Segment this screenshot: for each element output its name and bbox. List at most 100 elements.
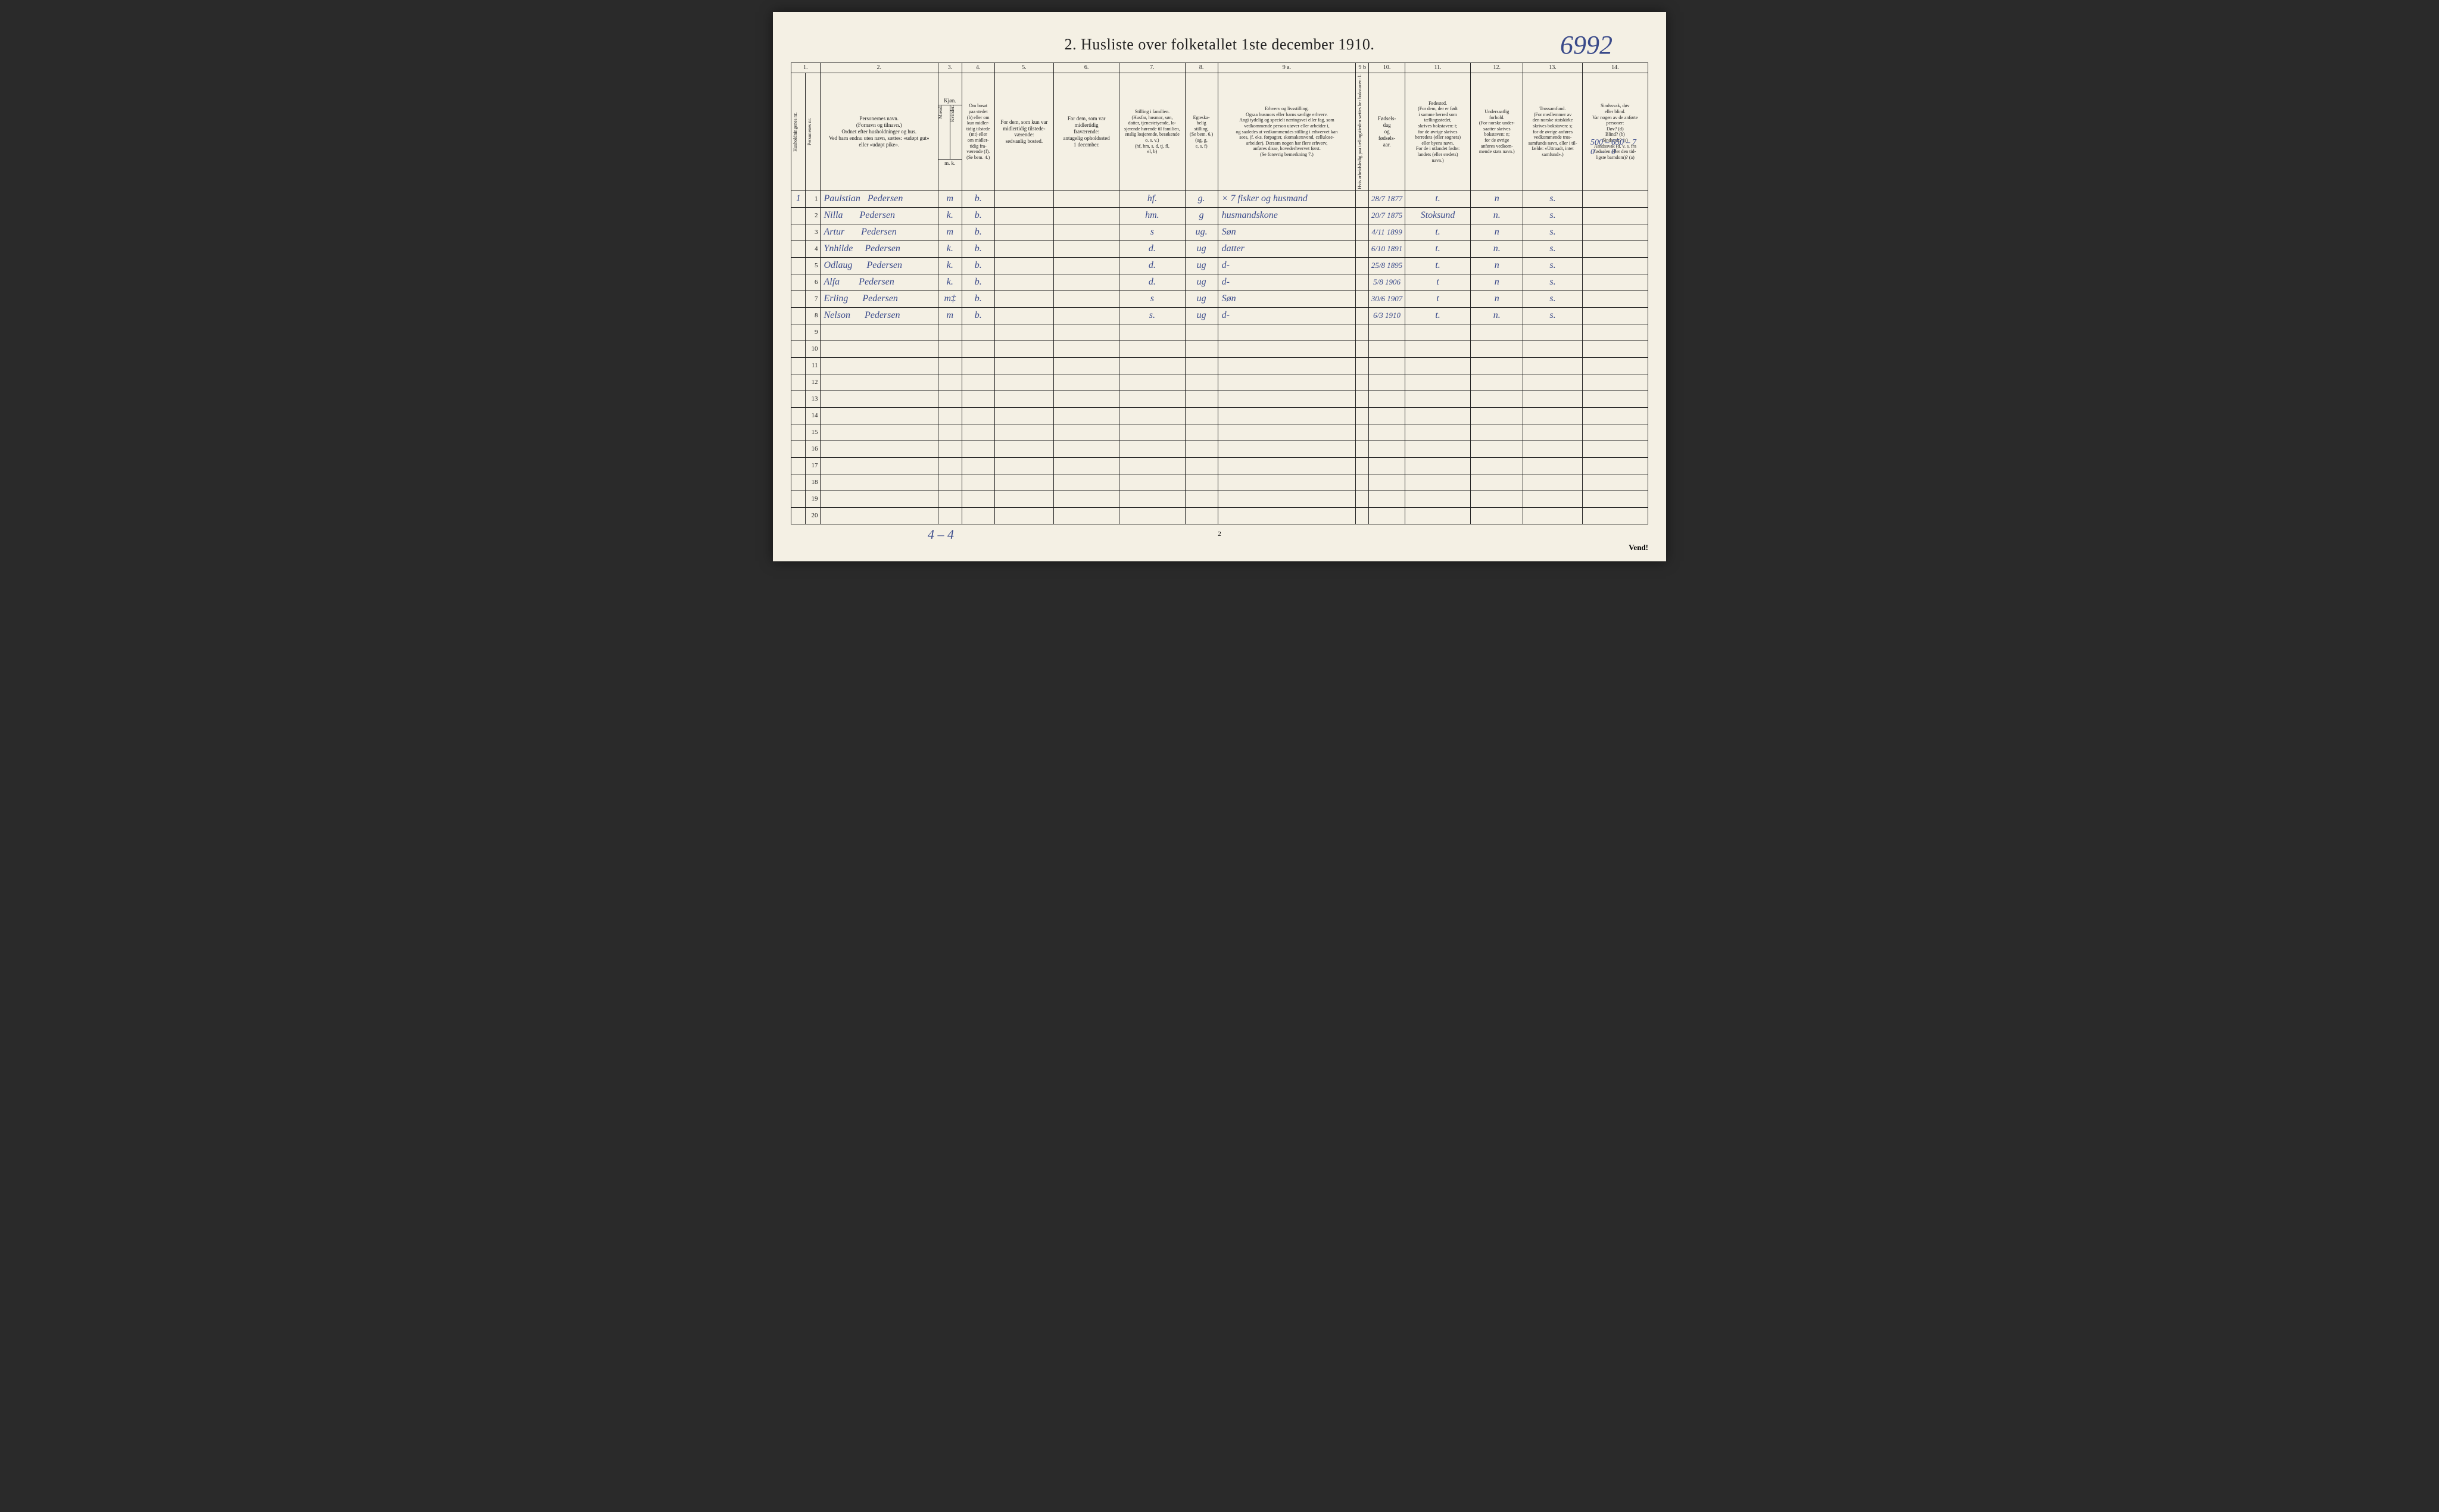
cell-residence xyxy=(962,340,994,357)
cell-marital xyxy=(1185,457,1218,474)
hdr-temp-absent: For dem, som var midlertidig fraværende:… xyxy=(1054,73,1119,191)
cell-temp-absent xyxy=(1054,357,1119,374)
hdr-occupation: Erhverv og livsstilling. Ogsaa husmors e… xyxy=(1218,73,1356,191)
cell-person-nr: 12 xyxy=(806,374,820,391)
cell-residence: b. xyxy=(962,224,994,240)
cell-family-pos: d. xyxy=(1119,274,1185,290)
cell-nationality xyxy=(1471,340,1523,357)
cell-sex xyxy=(938,374,962,391)
cell-person-nr: 19 xyxy=(806,491,820,507)
title-row: 2. Husliste over folketallet 1ste decemb… xyxy=(791,36,1648,54)
table-row: 6 Alfa Pedersen k. b. d. ug d- 5/8 1906 … xyxy=(791,274,1648,290)
cell-person-nr: 4 xyxy=(806,240,820,257)
cell-disability xyxy=(1582,224,1648,240)
cell-dob xyxy=(1369,507,1405,524)
cell-unemployed xyxy=(1356,507,1369,524)
cell-residence: b. xyxy=(962,190,994,207)
cell-family-pos xyxy=(1119,374,1185,391)
table-row: 7 Erling Pedersen m‡ b. s ug Søn 30/6 19… xyxy=(791,290,1648,307)
cell-nationality: n. xyxy=(1471,240,1523,257)
cell-dob xyxy=(1369,441,1405,457)
cell-temp-absent xyxy=(1054,507,1119,524)
hdr-female-text: Kvinder. xyxy=(950,105,956,122)
hdr-sex-sub: m. k. xyxy=(938,159,962,167)
cell-religion: s. xyxy=(1523,307,1582,324)
cell-religion xyxy=(1523,357,1582,374)
cell-sex: m xyxy=(938,190,962,207)
cell-disability xyxy=(1582,207,1648,224)
cell-temp-present xyxy=(994,324,1053,340)
cell-name xyxy=(820,324,938,340)
cell-occupation: Søn xyxy=(1218,290,1356,307)
cell-household-nr xyxy=(791,257,806,274)
hdr-person-nr: Personenes nr. xyxy=(806,73,820,191)
cell-nationality xyxy=(1471,457,1523,474)
cell-residence xyxy=(962,441,994,457)
cell-religion: s. xyxy=(1523,290,1582,307)
cell-residence xyxy=(962,491,994,507)
cell-birthplace: t. xyxy=(1405,240,1470,257)
cell-religion xyxy=(1523,507,1582,524)
cell-temp-absent xyxy=(1054,491,1119,507)
table-body: 1 1 Paulstian Pedersen m b. hf. g. × 7 f… xyxy=(791,190,1648,524)
cell-sex xyxy=(938,491,962,507)
cell-unemployed xyxy=(1356,391,1369,407)
cell-temp-present xyxy=(994,190,1053,207)
colnum-9b: 9 b xyxy=(1356,63,1369,73)
cell-family-pos xyxy=(1119,491,1185,507)
cell-unemployed xyxy=(1356,474,1369,491)
hdr-sex: Kjøn. Mænd. Kvinder. m. k. xyxy=(938,73,962,191)
cell-household-nr xyxy=(791,274,806,290)
cell-marital xyxy=(1185,507,1218,524)
cell-disability xyxy=(1582,307,1648,324)
cell-residence: b. xyxy=(962,274,994,290)
cell-unemployed xyxy=(1356,340,1369,357)
cell-disability xyxy=(1582,190,1648,207)
cell-disability xyxy=(1582,391,1648,407)
cell-disability xyxy=(1582,507,1648,524)
cell-name xyxy=(820,507,938,524)
cell-unemployed xyxy=(1356,240,1369,257)
cell-occupation xyxy=(1218,507,1356,524)
cell-household-nr xyxy=(791,491,806,507)
cell-nationality: n xyxy=(1471,290,1523,307)
cell-person-nr: 1 xyxy=(806,190,820,207)
cell-family-pos: hf. xyxy=(1119,190,1185,207)
cell-family-pos: s xyxy=(1119,224,1185,240)
cell-name xyxy=(820,357,938,374)
cell-religion xyxy=(1523,457,1582,474)
table-row-empty: 15 xyxy=(791,424,1648,441)
cell-religion: s. xyxy=(1523,257,1582,274)
cell-sex: k. xyxy=(938,274,962,290)
cell-person-nr: 16 xyxy=(806,441,820,457)
cell-person-nr: 8 xyxy=(806,307,820,324)
cell-birthplace: t. xyxy=(1405,257,1470,274)
cell-religion: s. xyxy=(1523,240,1582,257)
cell-name xyxy=(820,491,938,507)
colnum-10: 10. xyxy=(1369,63,1405,73)
cell-marital xyxy=(1185,357,1218,374)
cell-disability xyxy=(1582,474,1648,491)
cell-dob xyxy=(1369,474,1405,491)
cell-disability xyxy=(1582,457,1648,474)
cell-occupation xyxy=(1218,340,1356,357)
cell-occupation: d- xyxy=(1218,274,1356,290)
cell-disability xyxy=(1582,274,1648,290)
cell-nationality xyxy=(1471,357,1523,374)
table-row-empty: 19 xyxy=(791,491,1648,507)
cell-sex xyxy=(938,441,962,457)
cell-sex xyxy=(938,407,962,424)
cell-temp-absent xyxy=(1054,257,1119,274)
cell-marital xyxy=(1185,474,1218,491)
cell-name xyxy=(820,374,938,391)
cell-dob xyxy=(1369,324,1405,340)
cell-temp-present xyxy=(994,307,1053,324)
cell-religion xyxy=(1523,491,1582,507)
cell-residence: b. xyxy=(962,290,994,307)
cell-dob: 6/3 1910 xyxy=(1369,307,1405,324)
cell-nationality: n xyxy=(1471,224,1523,240)
cell-religion: s. xyxy=(1523,190,1582,207)
hdr-nationality: Undersaatlig forhold. (For norske under-… xyxy=(1471,73,1523,191)
hdr-family-pos: Stilling i familien. (Husfar, husmor, sø… xyxy=(1119,73,1185,191)
handwritten-page-number: 6992 xyxy=(1560,30,1613,60)
